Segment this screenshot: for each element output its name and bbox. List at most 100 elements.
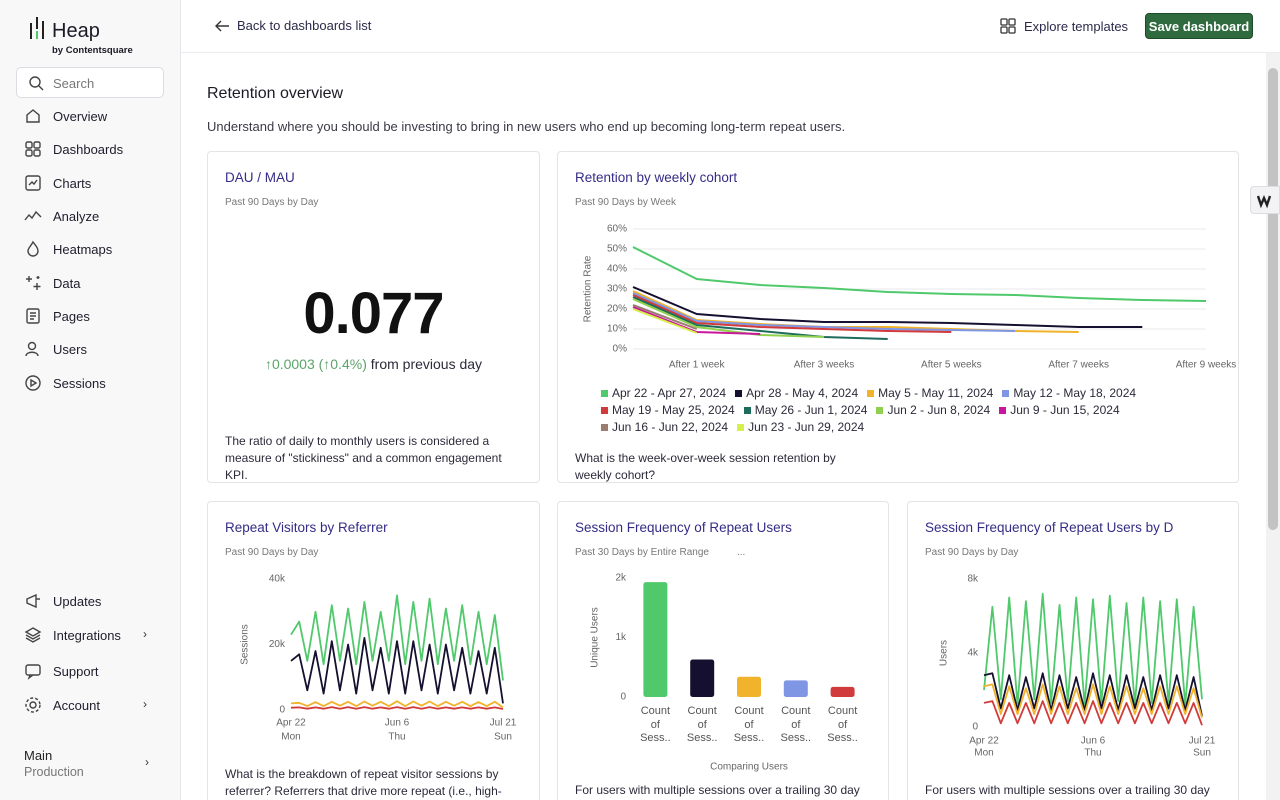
legend-swatch xyxy=(601,389,608,397)
nav-icon xyxy=(25,375,41,391)
line xyxy=(983,592,1203,706)
y-axis-label: Users xyxy=(939,640,950,666)
legend-item: Apr 22 - Apr 27, 2024 xyxy=(601,386,726,400)
legend-label: May 19 - May 25, 2024 xyxy=(612,403,735,417)
line xyxy=(632,308,698,334)
dashboard: Retention overview Understand where you … xyxy=(181,53,1266,800)
nav-icon xyxy=(24,210,42,221)
chart-card[interactable]: 0 4k 8k Users Apr 22 Mon Jun 6 Thu Jul 21 Sun Sess… xyxy=(907,501,1239,800)
x-tick-label: After 9 weeks xyxy=(1176,360,1237,371)
y-tick-label: 8k xyxy=(967,574,979,585)
nav-icon xyxy=(26,593,40,609)
chart-card[interactable]: 0 20k 40k Sessions Apr 22 Mon Jun 6 Thu Jul 21 Su… xyxy=(207,501,540,800)
legend-item: Apr 28 - May 4, 2024 xyxy=(735,386,858,400)
save-button[interactable]: Save dashboard xyxy=(1145,13,1253,39)
nav-icon xyxy=(26,109,40,123)
chart-card[interactable]: 0% 10% 20% 30% 40% 50% 60% Retention Rate After … xyxy=(557,151,1239,483)
x-tick-label: Jun 6 xyxy=(1081,736,1106,747)
kpi-delta-suffix: from previous day xyxy=(370,356,483,372)
card-subtitle: Past 30 Days by Entire Range xyxy=(575,547,709,558)
nav-label: Overview xyxy=(53,108,108,124)
nav-label: Dashboards xyxy=(53,141,124,157)
nav-item[interactable]: Sessions xyxy=(24,373,106,393)
chart-card[interactable]: 0 1k 2k Unique Users Comparing Users Session … xyxy=(557,501,889,800)
kpi-delta: ↑0.0003 (↑0.4%) xyxy=(264,356,367,372)
x-tick-label: Count of Sess.. xyxy=(686,705,718,744)
y-tick-label: 30% xyxy=(607,284,627,295)
x-tick-label: After 5 weeks xyxy=(921,360,982,371)
card-title: Session Frequency of Repeat Users xyxy=(575,520,792,535)
legend-swatch xyxy=(601,406,608,414)
x-tick-label: Apr 22 xyxy=(276,718,306,729)
legend-swatch xyxy=(1002,389,1010,397)
save-label: Save dashboard xyxy=(1148,18,1250,34)
line xyxy=(632,304,698,330)
environment: Production xyxy=(24,765,84,779)
workspace[interactable]: Main xyxy=(24,748,53,763)
x-tick-sublabel: Sun xyxy=(1193,748,1211,759)
y-axis-label: Retention Rate xyxy=(583,255,594,322)
y-tick-label: 10% xyxy=(607,324,627,335)
back-link[interactable]: Back to dashboards list xyxy=(214,18,371,33)
nav-icon xyxy=(24,627,42,643)
legend-label: May 12 - May 18, 2024 xyxy=(1013,386,1137,400)
legend-swatch xyxy=(601,423,608,431)
nav-item[interactable]: Updates xyxy=(24,591,101,611)
nav-item[interactable]: Support xyxy=(24,661,99,681)
nav-label: Data xyxy=(53,275,81,291)
x-tick-sublabel: Thu xyxy=(1084,748,1101,759)
nav-item[interactable]: Dashboards xyxy=(24,139,123,159)
search-box[interactable]: Search xyxy=(16,67,164,98)
line xyxy=(632,298,825,338)
legend-item: May 19 - May 25, 2024 xyxy=(601,403,735,417)
explore-link[interactable]: Explore templates xyxy=(1000,18,1128,34)
card-title: Session Frequency of Repeat Users by D xyxy=(925,520,1174,535)
nav-item[interactable]: Account xyxy=(24,695,100,715)
legend-item: Jun 16 - Jun 22, 2024 xyxy=(601,420,728,434)
y-tick-label: 0% xyxy=(613,344,628,355)
legend-swatch xyxy=(999,406,1007,414)
x-tick-sublabel: Thu xyxy=(388,732,405,743)
nav-icon xyxy=(26,276,41,290)
x-tick-sublabel: Sun xyxy=(494,732,512,743)
legend-label: Apr 28 - May 4, 2024 xyxy=(746,386,859,400)
chart: 0 20k 40k Sessions Apr 22 Mon Jun 6 Thu Jul 21 Su… xyxy=(240,574,517,743)
nav-item[interactable]: Charts xyxy=(24,173,91,193)
chart: 0 1k 2k Unique Users Comparing Users xyxy=(590,573,855,773)
scrollbar-thumb[interactable] xyxy=(1268,68,1278,530)
nav-label: Support xyxy=(53,663,99,679)
legend-item: May 5 - May 11, 2024 xyxy=(867,386,993,400)
legend-item: May 12 - May 18, 2024 xyxy=(1002,386,1136,400)
line xyxy=(632,292,1016,332)
x-tick-label: After 3 weeks xyxy=(794,360,855,371)
card-caption: For users with multiple sessions over a … xyxy=(925,783,1210,797)
nav-icon xyxy=(25,664,41,680)
nav-item[interactable]: Overview xyxy=(24,106,107,126)
nav-icon xyxy=(25,141,41,157)
y-tick-label: 50% xyxy=(607,244,627,255)
nav-item[interactable]: Integrations xyxy=(24,625,121,645)
nav-item[interactable]: Users xyxy=(24,339,87,359)
side-tab[interactable] xyxy=(1250,186,1280,214)
line xyxy=(290,594,504,681)
y-tick-label: 20% xyxy=(607,304,627,315)
nav-label: Pages xyxy=(53,308,90,324)
nav-item[interactable]: Heatmaps xyxy=(24,239,112,259)
nav-label: Heatmaps xyxy=(53,241,113,257)
legend-swatch xyxy=(876,406,884,414)
nav-item[interactable]: Analyze xyxy=(24,206,99,226)
nav-item[interactable]: Pages xyxy=(24,306,90,326)
y-tick-label: 2k xyxy=(615,573,627,584)
legend-swatch xyxy=(735,389,743,397)
nav-item[interactable]: Data xyxy=(24,273,80,293)
x-tick-label: Count of Sess.. xyxy=(640,705,671,744)
card-title: Retention by weekly cohort xyxy=(575,170,738,185)
legend-swatch xyxy=(867,389,875,397)
legend-label: Jun 2 - Jun 8, 2024 xyxy=(887,403,991,417)
x-tick-sublabel: Mon xyxy=(281,732,300,743)
kpi-card[interactable]: DAU / MAU Past 90 Days by Day 0.077 ↑0.0… xyxy=(207,151,540,483)
x-tick-label: Jul 21 xyxy=(490,718,517,729)
chevron: › xyxy=(143,697,147,711)
